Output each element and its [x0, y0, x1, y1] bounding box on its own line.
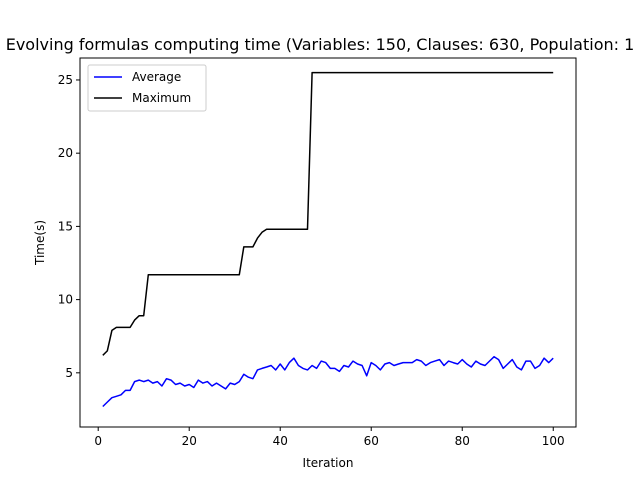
- legend-label-maximum: Maximum: [132, 91, 191, 105]
- x-tick-label: 100: [542, 434, 565, 448]
- y-tick-label: 5: [65, 366, 73, 380]
- plot-area: [80, 58, 576, 427]
- y-axis-label: Time(s): [33, 220, 47, 266]
- y-tick-label: 25: [58, 73, 73, 87]
- x-tick-label: 20: [182, 434, 197, 448]
- chart-title: Evolving formulas computing time (Variab…: [6, 35, 635, 54]
- x-tick-label: 80: [455, 434, 470, 448]
- y-tick-label: 20: [58, 146, 73, 160]
- legend-label-average: Average: [132, 70, 181, 84]
- x-tick-label: 0: [94, 434, 102, 448]
- y-axis-ticks: 5 10 15 20 25: [58, 73, 80, 380]
- series-line-average: [102, 355, 554, 408]
- legend: Average Maximum: [87, 64, 207, 112]
- x-axis-label: Iteration: [303, 456, 354, 470]
- x-tick-label: 60: [364, 434, 379, 448]
- y-tick-label: 15: [58, 219, 73, 233]
- series-layer: [102, 71, 554, 408]
- x-axis-ticks: 0 20 40 60 80 100: [94, 427, 565, 448]
- x-tick-label: 40: [273, 434, 288, 448]
- axes-layer: [79, 57, 577, 428]
- y-tick-label: 10: [58, 293, 73, 307]
- series-line-maximum: [102, 71, 554, 356]
- plot-frame: [79, 57, 577, 428]
